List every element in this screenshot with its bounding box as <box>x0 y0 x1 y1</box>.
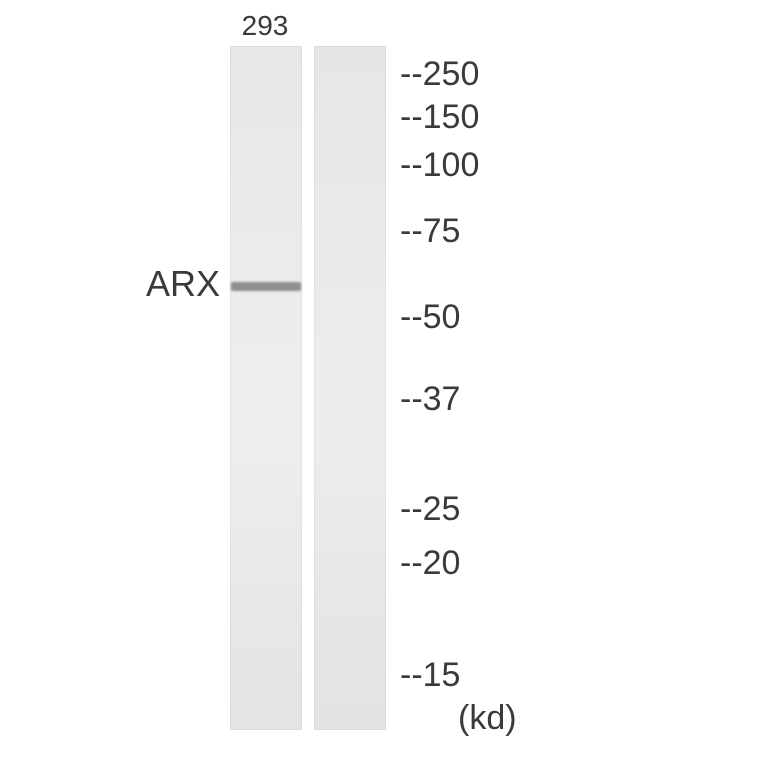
blot-lane-sample <box>230 46 302 730</box>
mw-marker-37: --37 <box>400 380 460 419</box>
mw-marker-100: --100 <box>400 146 479 185</box>
mw-marker-250: --250 <box>400 55 479 94</box>
western-blot-figure: 293 ARX --250 --150 --100 --75 --50 --37 --25 -… <box>0 0 764 764</box>
mw-marker-20: --20 <box>400 544 460 583</box>
mw-marker-15: --15 <box>400 656 460 695</box>
arx-band <box>231 282 301 291</box>
blot-lane-marker <box>314 46 386 730</box>
unit-label-kd: (kd) <box>458 699 517 738</box>
mw-marker-75: --75 <box>400 212 460 251</box>
mw-marker-25: --25 <box>400 490 460 529</box>
mw-marker-150: --150 <box>400 98 479 137</box>
protein-label-arx: ARX <box>120 263 220 305</box>
mw-marker-50: --50 <box>400 298 460 337</box>
lane-header-293: 293 <box>225 10 305 42</box>
